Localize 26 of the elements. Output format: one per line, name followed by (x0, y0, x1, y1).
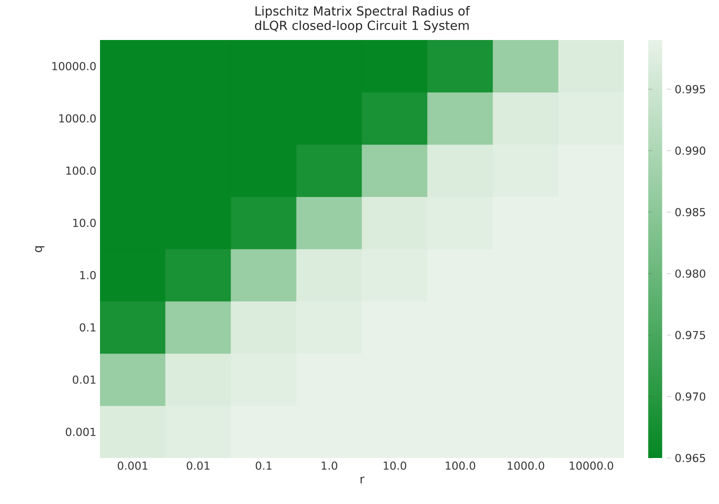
y-tick-label: 0.01 (72, 375, 96, 384)
x-tick-label: 0.01 (186, 462, 210, 470)
chart-title: Lipschitz Matrix Spectral Radius of dLQR closed-loop Circuit 1 System (254, 6, 470, 33)
x-tick-label: 10000.0 (570, 462, 614, 470)
x-tick-label: 10.0 (384, 462, 406, 470)
x-tick-label: 1000.0 (508, 462, 544, 470)
x-tick-label: 0.1 (256, 462, 272, 470)
color-bar-label: 0.980 (675, 269, 706, 278)
y-tick-label: 10.0 (73, 218, 96, 228)
color-bar-label: 0.970 (675, 392, 706, 401)
y-tick-label: 1.0 (80, 270, 96, 280)
color-bar-label: 0.995 (675, 85, 706, 94)
x-tick-label: 0.001 (118, 462, 148, 470)
y-tick-label: 1000.0 (59, 114, 96, 123)
color-bar-label: 0.985 (675, 208, 706, 216)
color-bar-label: 0.975 (675, 330, 706, 340)
x-tick-label: 100.0 (446, 462, 476, 470)
y-tick-label: 0.1 (80, 323, 96, 332)
y-tick-label: 100.0 (66, 166, 96, 175)
y-tick-label: 10000.0 (52, 62, 96, 70)
y-axis-title: q (35, 246, 44, 252)
x-tick-label: 1.0 (322, 462, 338, 470)
color-bar-label: 0.990 (675, 146, 706, 155)
x-axis-title: r (360, 476, 364, 484)
y-tick-label: 0.001 (66, 428, 96, 436)
color-bar-label: 0.965 (675, 454, 706, 462)
